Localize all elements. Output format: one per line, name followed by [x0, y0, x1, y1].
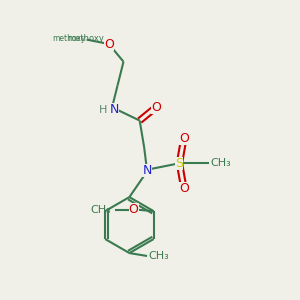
Text: O: O	[104, 38, 114, 50]
Text: CH₃: CH₃	[90, 205, 111, 214]
Text: methoxy: methoxy	[67, 34, 104, 43]
Text: N: N	[110, 103, 119, 116]
Text: O: O	[151, 101, 161, 114]
Text: methoxy: methoxy	[52, 34, 85, 43]
Text: N: N	[142, 164, 152, 177]
Text: O: O	[179, 182, 189, 195]
Text: CH₃: CH₃	[148, 251, 169, 261]
Text: S: S	[176, 157, 183, 170]
Text: CH₃: CH₃	[210, 158, 231, 168]
Text: O: O	[129, 203, 139, 216]
Text: H: H	[99, 105, 107, 115]
Text: O: O	[179, 132, 189, 145]
